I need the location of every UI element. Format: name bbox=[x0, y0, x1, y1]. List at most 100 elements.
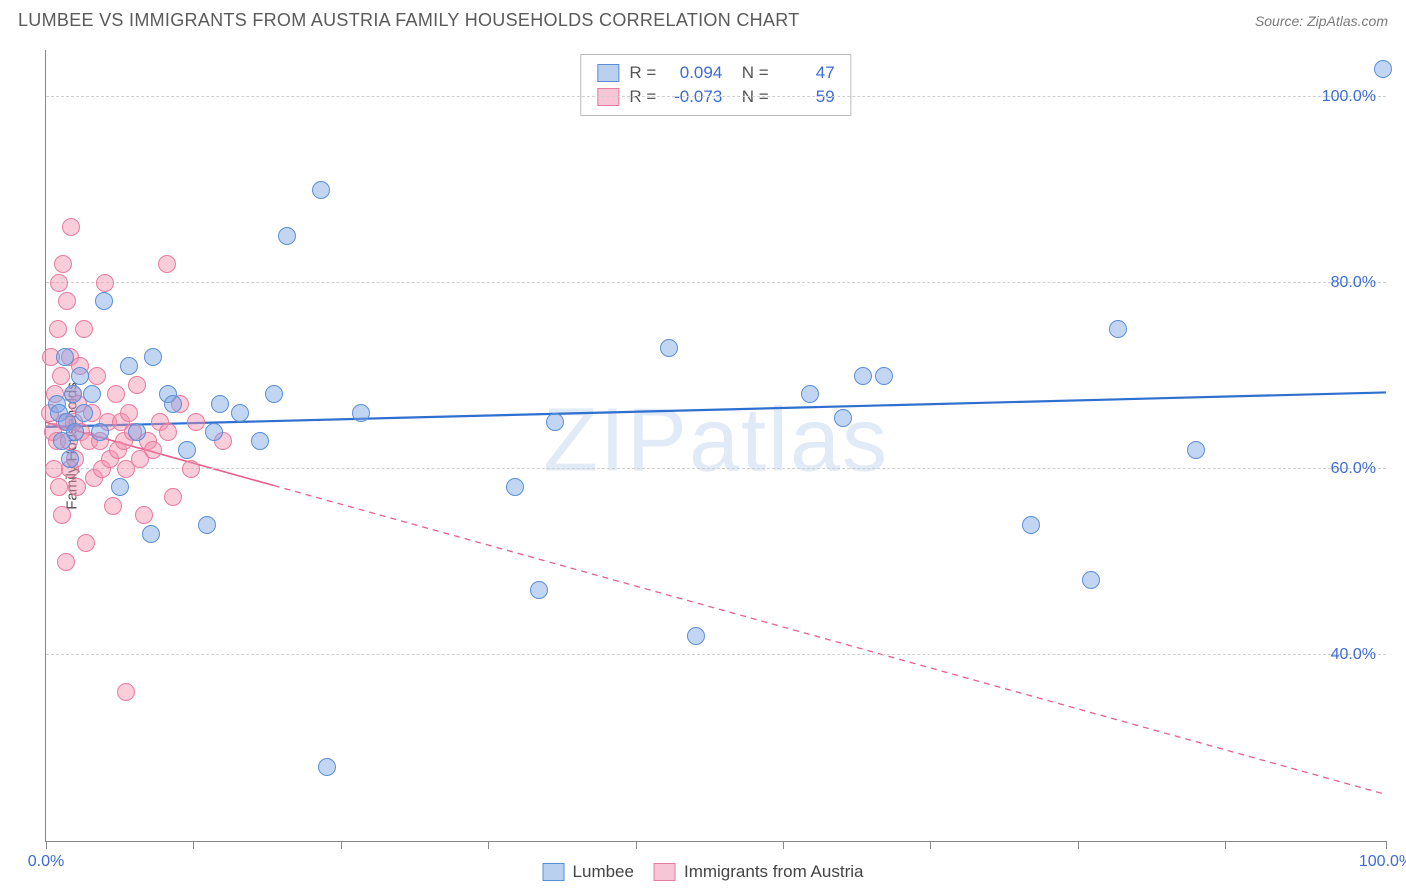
ytick-label: 80.0% bbox=[1331, 274, 1376, 292]
legend-bottom-swatch-1 bbox=[654, 863, 676, 881]
gridline-h bbox=[46, 654, 1386, 655]
xtick-label: 100.0% bbox=[1359, 853, 1406, 871]
xtick bbox=[930, 841, 931, 849]
data-point bbox=[660, 339, 678, 357]
data-point bbox=[251, 432, 269, 450]
gridline-h bbox=[46, 468, 1386, 469]
header: LUMBEE VS IMMIGRANTS FROM AUSTRIA FAMILY… bbox=[0, 0, 1406, 37]
data-point bbox=[88, 367, 106, 385]
legend-item-0: Lumbee bbox=[543, 862, 634, 882]
xtick-label: 0.0% bbox=[28, 853, 64, 871]
data-point bbox=[187, 413, 205, 431]
watermark-bold: ZIP bbox=[543, 390, 689, 490]
data-point bbox=[178, 441, 196, 459]
xtick bbox=[193, 841, 194, 849]
xtick bbox=[46, 841, 47, 849]
data-point bbox=[49, 320, 67, 338]
legend-row-1: R = -0.073 N = 59 bbox=[597, 85, 834, 109]
legend-swatch-1 bbox=[597, 88, 619, 106]
data-point bbox=[312, 181, 330, 199]
data-point bbox=[83, 385, 101, 403]
data-point bbox=[61, 450, 79, 468]
data-point bbox=[107, 385, 125, 403]
trend-line-dashed bbox=[274, 486, 1386, 795]
data-point bbox=[57, 553, 75, 571]
data-point bbox=[50, 478, 68, 496]
data-point bbox=[58, 292, 76, 310]
xtick bbox=[636, 841, 637, 849]
xtick bbox=[341, 841, 342, 849]
data-point bbox=[144, 441, 162, 459]
series-legend: Lumbee Immigrants from Austria bbox=[543, 862, 864, 882]
legend-row-0: R = 0.094 N = 47 bbox=[597, 61, 834, 85]
correlation-chart: ZIPatlas R = 0.094 N = 47 R = -0.073 N =… bbox=[45, 50, 1386, 842]
data-point bbox=[801, 385, 819, 403]
legend-bottom-label-0: Lumbee bbox=[573, 862, 634, 882]
data-point bbox=[1082, 571, 1100, 589]
source-label: Source: ZipAtlas.com bbox=[1255, 13, 1388, 29]
data-point bbox=[50, 274, 68, 292]
data-point bbox=[687, 627, 705, 645]
data-point bbox=[352, 404, 370, 422]
legend-bottom-label-1: Immigrants from Austria bbox=[684, 862, 864, 882]
xtick bbox=[1225, 841, 1226, 849]
legend-n-value-1: 59 bbox=[779, 87, 835, 107]
data-point bbox=[120, 404, 138, 422]
data-point bbox=[120, 357, 138, 375]
data-point bbox=[52, 367, 70, 385]
gridline-h bbox=[46, 96, 1386, 97]
data-point bbox=[75, 404, 93, 422]
data-point bbox=[278, 227, 296, 245]
correlation-legend: R = 0.094 N = 47 R = -0.073 N = 59 bbox=[580, 54, 851, 116]
data-point bbox=[104, 497, 122, 515]
legend-item-1: Immigrants from Austria bbox=[654, 862, 864, 882]
data-point bbox=[164, 395, 182, 413]
data-point bbox=[142, 525, 160, 543]
data-point bbox=[56, 348, 74, 366]
data-point bbox=[96, 274, 114, 292]
legend-r-value-1: -0.073 bbox=[666, 87, 722, 107]
data-point bbox=[77, 534, 95, 552]
watermark-light: atlas bbox=[689, 390, 889, 490]
data-point bbox=[95, 292, 113, 310]
data-point bbox=[182, 460, 200, 478]
data-point bbox=[64, 385, 82, 403]
data-point bbox=[159, 423, 177, 441]
data-point bbox=[546, 413, 564, 431]
data-point bbox=[53, 506, 71, 524]
data-point bbox=[135, 506, 153, 524]
data-point bbox=[530, 581, 548, 599]
legend-n-value-0: 47 bbox=[779, 63, 835, 83]
xtick bbox=[488, 841, 489, 849]
data-point bbox=[875, 367, 893, 385]
xtick bbox=[1386, 841, 1387, 849]
data-point bbox=[111, 478, 129, 496]
data-point bbox=[1187, 441, 1205, 459]
data-point bbox=[144, 348, 162, 366]
data-point bbox=[66, 423, 84, 441]
data-point bbox=[205, 423, 223, 441]
xtick bbox=[1078, 841, 1079, 849]
data-point bbox=[62, 218, 80, 236]
watermark: ZIPatlas bbox=[543, 389, 889, 492]
data-point bbox=[1109, 320, 1127, 338]
legend-n-label: N = bbox=[732, 87, 768, 107]
data-point bbox=[128, 376, 146, 394]
legend-r-label: R = bbox=[629, 87, 656, 107]
data-point bbox=[854, 367, 872, 385]
ytick-label: 40.0% bbox=[1331, 646, 1376, 664]
data-point bbox=[164, 488, 182, 506]
data-point bbox=[211, 395, 229, 413]
data-point bbox=[68, 478, 86, 496]
data-point bbox=[834, 409, 852, 427]
data-point bbox=[1022, 516, 1040, 534]
data-point bbox=[54, 255, 72, 273]
legend-swatch-0 bbox=[597, 64, 619, 82]
ytick-label: 100.0% bbox=[1322, 88, 1376, 106]
data-point bbox=[117, 683, 135, 701]
legend-r-value-0: 0.094 bbox=[666, 63, 722, 83]
data-point bbox=[71, 367, 89, 385]
ytick-label: 60.0% bbox=[1331, 460, 1376, 478]
legend-bottom-swatch-0 bbox=[543, 863, 565, 881]
gridline-h bbox=[46, 282, 1386, 283]
